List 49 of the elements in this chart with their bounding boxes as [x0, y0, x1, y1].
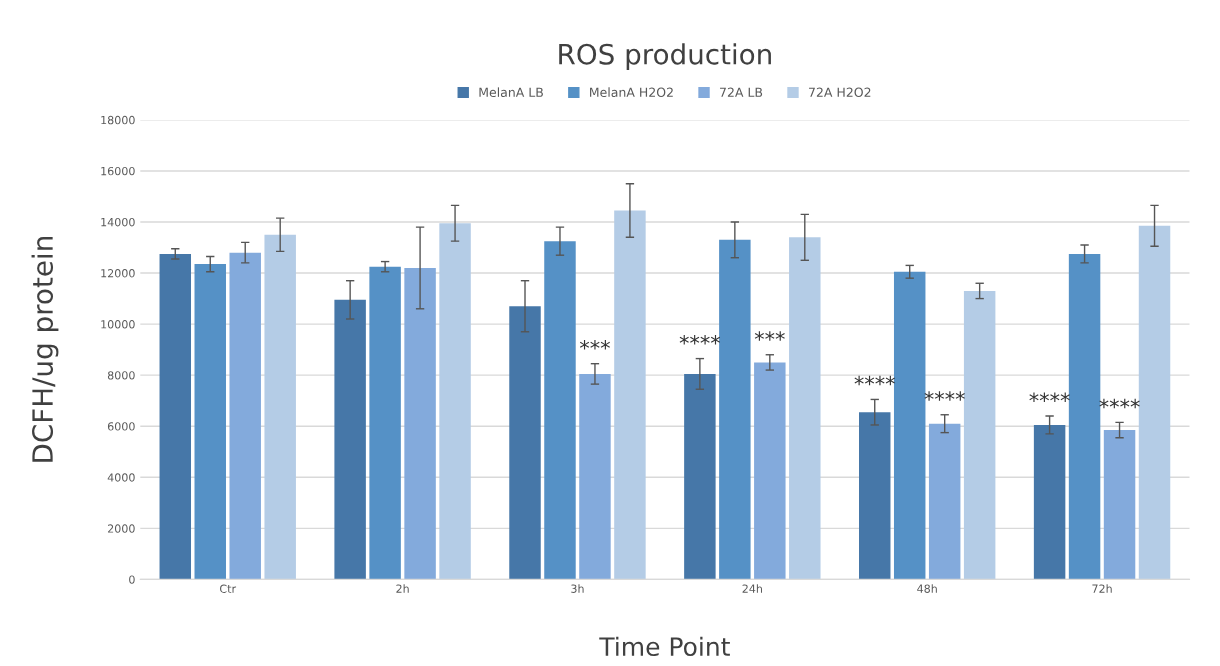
x-tick-label: 2h — [396, 584, 409, 593]
bar — [194, 264, 226, 580]
bar — [789, 237, 821, 580]
bar — [859, 412, 891, 580]
bar — [893, 271, 926, 580]
y-tick-label: 8000 — [107, 371, 135, 380]
y-tick-label: 16000 — [101, 166, 135, 176]
x-tick-label: 3h — [571, 584, 584, 593]
bar — [963, 290, 996, 580]
legend-label: MelanA LB — [479, 87, 543, 98]
bar — [544, 241, 576, 580]
bar — [439, 223, 471, 580]
bar — [404, 267, 436, 580]
legend-label: MelanA H2O2 — [590, 87, 673, 98]
bar — [509, 306, 541, 580]
bar — [264, 234, 296, 580]
legend-label: 72A H2O2 — [809, 87, 871, 98]
y-tick-label: 18000 — [101, 115, 135, 125]
x-tick-label: 72h — [1092, 584, 1112, 593]
bar — [1068, 253, 1101, 580]
bar — [579, 373, 611, 580]
bar — [684, 373, 716, 580]
bar — [369, 266, 401, 580]
bar — [754, 362, 786, 580]
y-tick-label: 12000 — [101, 269, 135, 278]
bar — [334, 299, 366, 580]
legend-label: 72A LB — [720, 87, 763, 97]
y-axis-title: DCFH/ug protein — [31, 237, 59, 462]
x-axis-title: Time Point — [599, 636, 730, 657]
y-tick-label: 14000 — [101, 217, 135, 227]
bar — [928, 423, 961, 580]
bar — [229, 252, 261, 580]
bar — [1103, 430, 1136, 580]
x-tick-label: Ctr — [220, 584, 237, 593]
x-tick-label: 24h — [742, 584, 762, 593]
bar — [159, 253, 192, 580]
x-tick-label: 48h — [917, 584, 937, 593]
bar — [1138, 225, 1171, 580]
bar — [719, 239, 751, 580]
y-tick-label: 0 — [129, 575, 135, 584]
chart-title: ROS production — [559, 43, 771, 71]
y-tick-label: 6000 — [107, 422, 135, 431]
annotation: *** — [754, 331, 785, 341]
bar — [1033, 424, 1066, 580]
annotation: *** — [579, 340, 610, 350]
y-tick-label: 10000 — [101, 320, 135, 329]
y-tick-label: 2000 — [107, 524, 135, 533]
y-tick-label: 4000 — [107, 473, 135, 482]
bar — [614, 210, 646, 580]
